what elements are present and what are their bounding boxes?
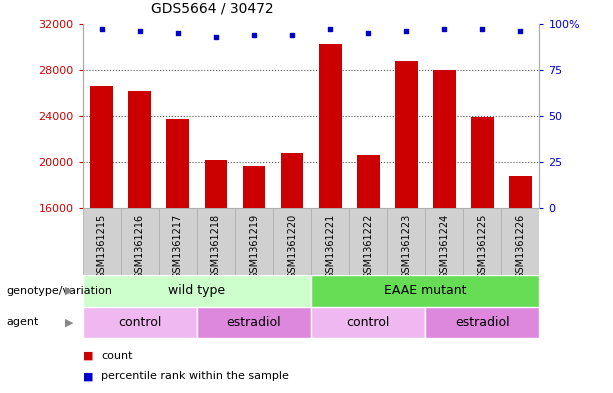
Bar <box>319 44 341 393</box>
Bar <box>83 307 197 338</box>
Bar <box>159 208 197 275</box>
Point <box>516 28 525 34</box>
Text: count: count <box>101 351 132 361</box>
Bar <box>311 208 349 275</box>
Bar <box>167 119 189 393</box>
Text: GSM1361219: GSM1361219 <box>249 214 259 279</box>
Point <box>440 26 449 32</box>
Text: GSM1361224: GSM1361224 <box>440 214 449 279</box>
Text: GSM1361216: GSM1361216 <box>135 214 145 279</box>
Point <box>249 31 259 38</box>
Text: genotype/variation: genotype/variation <box>6 286 112 296</box>
Point <box>364 29 373 36</box>
Bar <box>425 307 539 338</box>
Bar <box>357 155 379 393</box>
Bar <box>205 160 227 393</box>
Text: EAAE mutant: EAAE mutant <box>384 284 466 298</box>
Text: GSM1361218: GSM1361218 <box>211 214 221 279</box>
Text: GSM1361225: GSM1361225 <box>478 214 487 279</box>
Point <box>478 26 487 32</box>
Bar <box>90 86 113 393</box>
Text: ▶: ▶ <box>65 317 74 327</box>
Bar <box>425 208 463 275</box>
Text: ▶: ▶ <box>65 286 74 296</box>
Text: GSM1361226: GSM1361226 <box>516 214 525 279</box>
Bar <box>311 307 425 338</box>
Bar <box>433 70 455 393</box>
Text: GSM1361222: GSM1361222 <box>363 214 373 279</box>
Text: wild type: wild type <box>169 284 226 298</box>
Bar <box>387 208 425 275</box>
Bar <box>243 165 265 393</box>
Text: estradiol: estradiol <box>455 316 509 329</box>
Bar <box>235 208 273 275</box>
Text: GSM1361223: GSM1361223 <box>402 214 411 279</box>
Bar <box>471 117 494 393</box>
Bar <box>395 61 417 393</box>
Text: percentile rank within the sample: percentile rank within the sample <box>101 371 289 381</box>
Text: GDS5664 / 30472: GDS5664 / 30472 <box>151 2 274 16</box>
Bar <box>121 208 159 275</box>
Bar <box>83 275 311 307</box>
Point <box>326 26 335 32</box>
Point <box>402 28 411 34</box>
Bar <box>197 307 311 338</box>
Bar <box>83 208 121 275</box>
Text: GSM1361221: GSM1361221 <box>325 214 335 279</box>
Text: GSM1361220: GSM1361220 <box>287 214 297 279</box>
Text: estradiol: estradiol <box>227 316 281 329</box>
Text: GSM1361215: GSM1361215 <box>97 214 107 279</box>
Text: GSM1361217: GSM1361217 <box>173 214 183 279</box>
Text: ■: ■ <box>83 351 93 361</box>
Bar <box>311 275 539 307</box>
Text: control: control <box>346 316 390 329</box>
Bar <box>273 208 311 275</box>
Bar <box>281 153 303 393</box>
Bar <box>501 208 539 275</box>
Text: agent: agent <box>6 317 39 327</box>
Point <box>135 28 145 34</box>
Text: control: control <box>118 316 162 329</box>
Bar <box>129 90 151 393</box>
Point <box>97 26 107 32</box>
Bar <box>349 208 387 275</box>
Bar <box>197 208 235 275</box>
Point <box>287 31 297 38</box>
Point <box>211 33 221 40</box>
Point <box>173 29 183 36</box>
Bar <box>463 208 501 275</box>
Bar <box>509 176 532 393</box>
Text: ■: ■ <box>83 371 93 381</box>
